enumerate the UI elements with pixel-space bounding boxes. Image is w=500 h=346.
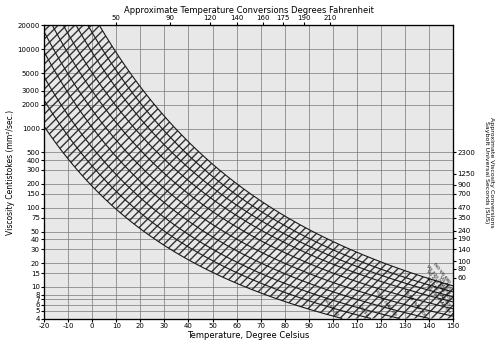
- Y-axis label: Viscosity Centistokes (mm²/sec.): Viscosity Centistokes (mm²/sec.): [6, 109, 15, 235]
- Text: VG 220 (SAE 50): VG 220 (SAE 50): [426, 269, 451, 300]
- Text: VG 68 (SAE 20): VG 68 (SAE 20): [402, 288, 426, 317]
- Text: VG 320 (SAE 50): VG 320 (SAE 50): [426, 264, 451, 295]
- Text: ISO VG 22: ISO VG 22: [322, 297, 340, 317]
- Text: VG 150 (SAE 40): VG 150 (SAE 40): [426, 276, 451, 307]
- Text: VG 100 (SAE 30): VG 100 (SAE 30): [426, 283, 451, 315]
- Text: VG 46 (SAE 20): VG 46 (SAE 20): [373, 288, 396, 317]
- Text: VG 460: VG 460: [438, 275, 451, 290]
- Text: ISO VG 680: ISO VG 680: [432, 262, 451, 284]
- X-axis label: Temperature, Degree Celsius: Temperature, Degree Celsius: [188, 331, 310, 340]
- Y-axis label: Approximate Viscosity Conversions
Saybolt Universal Seconds (SUS): Approximate Viscosity Conversions Saybol…: [484, 117, 494, 227]
- Text: VG 32: VG 32: [356, 304, 368, 317]
- X-axis label: Approximate Temperature Conversions Degrees Fahrenheit: Approximate Temperature Conversions Degr…: [124, 6, 374, 15]
